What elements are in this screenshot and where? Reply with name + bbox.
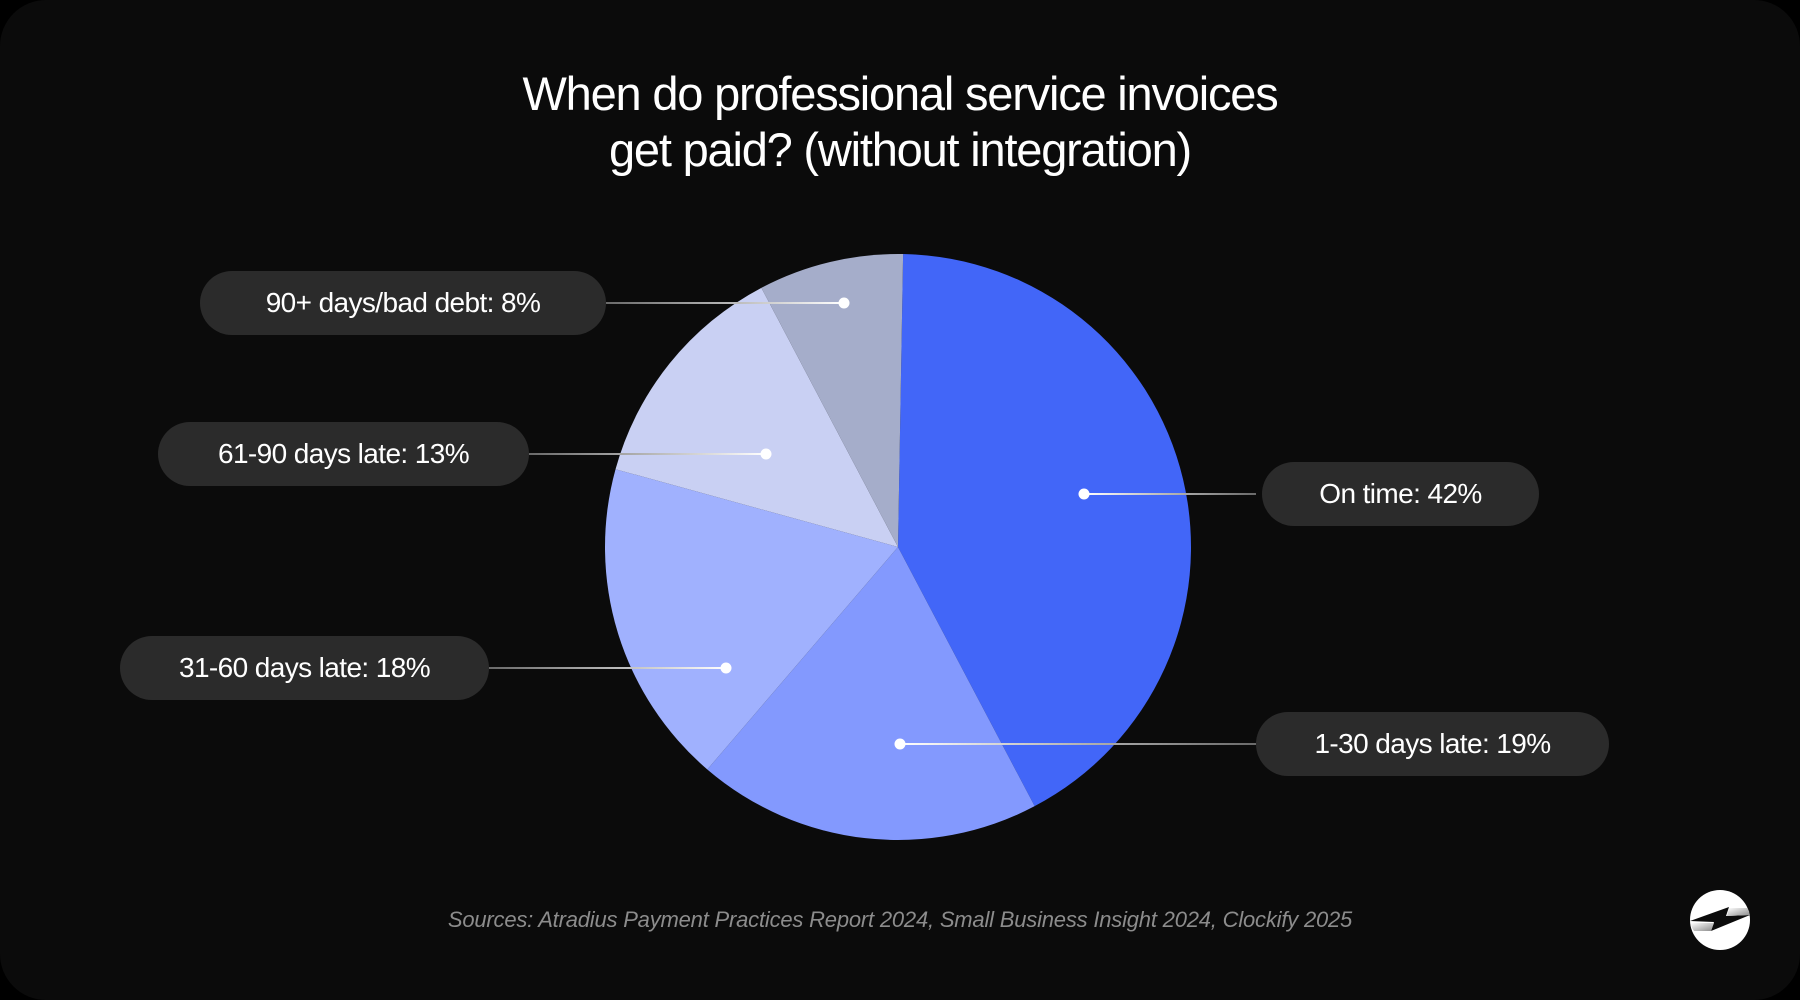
- leader-line-on-time: [1084, 493, 1256, 495]
- chart-title: When do professional service invoices ge…: [0, 66, 1800, 178]
- label-on-time-text: On time: 42%: [1319, 478, 1482, 509]
- label-on-time: On time: 42%: [1262, 462, 1539, 526]
- chart-title-line-2: get paid? (without integration): [608, 123, 1192, 176]
- label-31-60-days-late: 31-60 days late: 18%: [120, 636, 489, 700]
- leader-line-1-30: [900, 743, 1256, 745]
- pie-slices: [605, 254, 1191, 840]
- leader-dot-61-90: [760, 448, 772, 460]
- leader-line-61-90: [529, 453, 766, 455]
- leader-line-31-60: [489, 667, 726, 669]
- leader-dot-90-plus: [838, 297, 850, 309]
- pie-slice-90-days-bad-debt: [761, 254, 904, 547]
- pie-slice-1-30-days-late: [707, 547, 1035, 840]
- leader-dot-1-30: [894, 738, 906, 750]
- label-61-90-text: 61-90 days late: 13%: [217, 438, 470, 469]
- label-61-90-days-late: 61-90 days late: 13%: [158, 422, 529, 486]
- pie-slice-61-90-days-late: [615, 287, 898, 547]
- label-1-30-text: 1-30 days late: 19%: [1314, 728, 1551, 759]
- chart-title-line-1: When do professional service invoices: [522, 67, 1279, 120]
- leader-lines: [489, 297, 1256, 750]
- leader-line-90-plus: [606, 302, 844, 304]
- label-31-60-text: 31-60 days late: 18%: [178, 652, 431, 683]
- label-90-plus-text: 90+ days/bad debt: 8%: [265, 287, 541, 318]
- label-1-30-days-late: 1-30 days late: 19%: [1256, 712, 1609, 776]
- leader-dot-on-time: [1078, 488, 1090, 500]
- sources-caption: Sources: Atradius Payment Practices Repo…: [447, 907, 1353, 932]
- pie-slice-on-time: [898, 254, 1191, 807]
- leader-dot-31-60: [720, 662, 732, 674]
- pie-slice-31-60-days-late: [605, 469, 898, 770]
- label-90-plus-bad-debt: 90+ days/bad debt: 8%: [200, 271, 606, 335]
- clockify-logo-icon: [1690, 890, 1750, 950]
